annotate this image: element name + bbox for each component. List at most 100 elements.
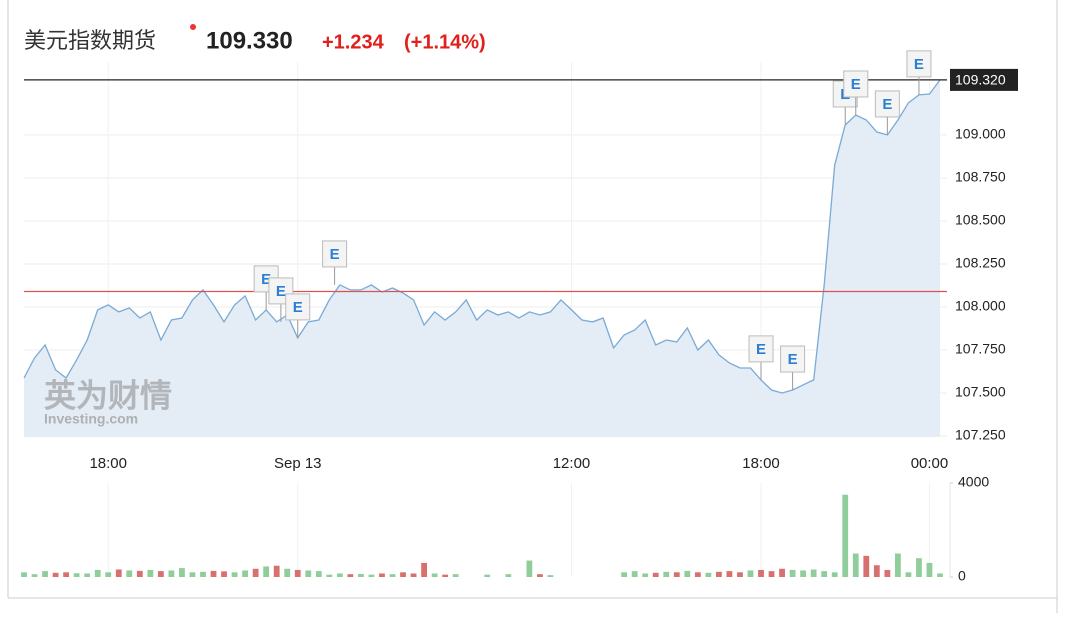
volume-bar: [52, 572, 59, 577]
volume-bar: [863, 555, 870, 577]
volume-bar: [884, 569, 891, 577]
volume-bar: [263, 566, 270, 577]
volume-bar: [115, 569, 122, 577]
y-tick-label: 108.250: [955, 255, 1006, 271]
volume-bar: [221, 571, 227, 577]
volume-bar: [452, 574, 459, 577]
event-box: [322, 240, 348, 268]
volume-bar: [842, 494, 849, 577]
event-label: E: [882, 96, 892, 113]
volume-bar: [358, 573, 364, 577]
x-tick-label: 00:00: [911, 455, 949, 472]
event-box: [874, 90, 900, 118]
event-marker: E: [780, 345, 806, 391]
volume-bar: [747, 570, 754, 577]
volume-bar: [821, 571, 828, 577]
volume-bar: [42, 571, 48, 577]
event-label: E: [914, 56, 924, 73]
volume-bar: [905, 572, 912, 577]
event-marker: E: [322, 240, 348, 285]
event-label: E: [788, 351, 798, 368]
volume-bar: [789, 569, 796, 577]
price: 109.330: [206, 27, 293, 54]
volume-bar: [231, 572, 238, 577]
volume-bar: [126, 570, 133, 577]
volume-bar: [421, 562, 427, 577]
volume-bar: [758, 569, 764, 577]
volume-bar: [926, 562, 933, 577]
volume-bar: [779, 568, 785, 577]
watermark-en: Investing.com: [44, 411, 138, 427]
volume-bar: [147, 569, 154, 577]
volume-bar: [737, 572, 743, 577]
volume-bar: [800, 570, 807, 577]
price-tag: [950, 68, 1018, 91]
volume-bar: [326, 574, 333, 577]
volume-bar: [347, 574, 354, 577]
volume-bar: [294, 569, 301, 577]
volume-bar: [537, 574, 543, 577]
y-tick-label: 108.500: [955, 212, 1006, 228]
y2-tick-label: 0: [958, 568, 966, 584]
event-marker: E: [843, 70, 869, 115]
volume-bar: [400, 572, 406, 577]
volume-bar: [768, 571, 775, 577]
x-tick-label: 12:00: [553, 455, 591, 472]
volume-bar: [105, 572, 112, 577]
volume-bar: [621, 572, 628, 577]
volume-bar: [368, 574, 375, 577]
volume-bar: [873, 565, 880, 577]
volume-bar: [505, 574, 512, 577]
volume-bar: [242, 570, 248, 577]
volume-bar: [726, 571, 733, 577]
volume-bar: [694, 572, 701, 577]
change: +1.234: [322, 31, 385, 53]
volume-bar: [894, 553, 901, 577]
y2-tick-label: 4000: [958, 474, 989, 490]
y-tick-label: 107.250: [955, 427, 1006, 443]
volume-bar: [210, 570, 217, 577]
volume-bar: [410, 573, 417, 577]
y-tick-label: 108.000: [955, 298, 1006, 314]
volume-bar: [831, 572, 838, 577]
volume-bar: [73, 573, 80, 577]
price-area: [24, 79, 940, 438]
event-box: [843, 70, 869, 98]
volume-bar: [484, 574, 491, 577]
live-dot: [190, 24, 196, 30]
volume-bar: [305, 570, 312, 577]
volume-bar: [852, 553, 859, 577]
event-box: [780, 345, 806, 373]
volume-bar: [652, 572, 659, 577]
volume-bar: [189, 572, 196, 577]
event-marker: E: [748, 335, 774, 380]
volume-bar: [663, 571, 670, 577]
volume-bar: [179, 568, 185, 577]
volume-bar: [526, 560, 533, 577]
event-box: [748, 335, 774, 363]
volume-bar: [284, 568, 291, 577]
volume-bar: [631, 571, 638, 577]
event-label: E: [851, 76, 861, 93]
volume-bar: [642, 573, 649, 577]
volume-bar: [810, 569, 817, 577]
volume-bar: [716, 571, 722, 577]
y-tick-label: 107.500: [955, 384, 1006, 400]
volume-bar: [273, 565, 280, 577]
event-label: E: [261, 271, 271, 288]
event-marker: E: [874, 90, 900, 135]
y-tick-label: 109.000: [955, 126, 1006, 142]
event-marker: E: [906, 50, 932, 95]
volume-bar: [84, 573, 91, 577]
volume-bar: [336, 573, 343, 577]
volume-bar: [431, 573, 438, 577]
price-line: [23, 79, 941, 394]
volume-bar: [252, 568, 259, 577]
volume-bar: [157, 571, 164, 577]
volume-bar: [937, 573, 943, 577]
event-label: E: [330, 246, 340, 263]
volume-bar: [63, 572, 70, 577]
volume-bar: [673, 572, 680, 577]
y-tick-label: 108.750: [955, 169, 1006, 185]
watermark-cn: 英为财情: [44, 377, 172, 413]
